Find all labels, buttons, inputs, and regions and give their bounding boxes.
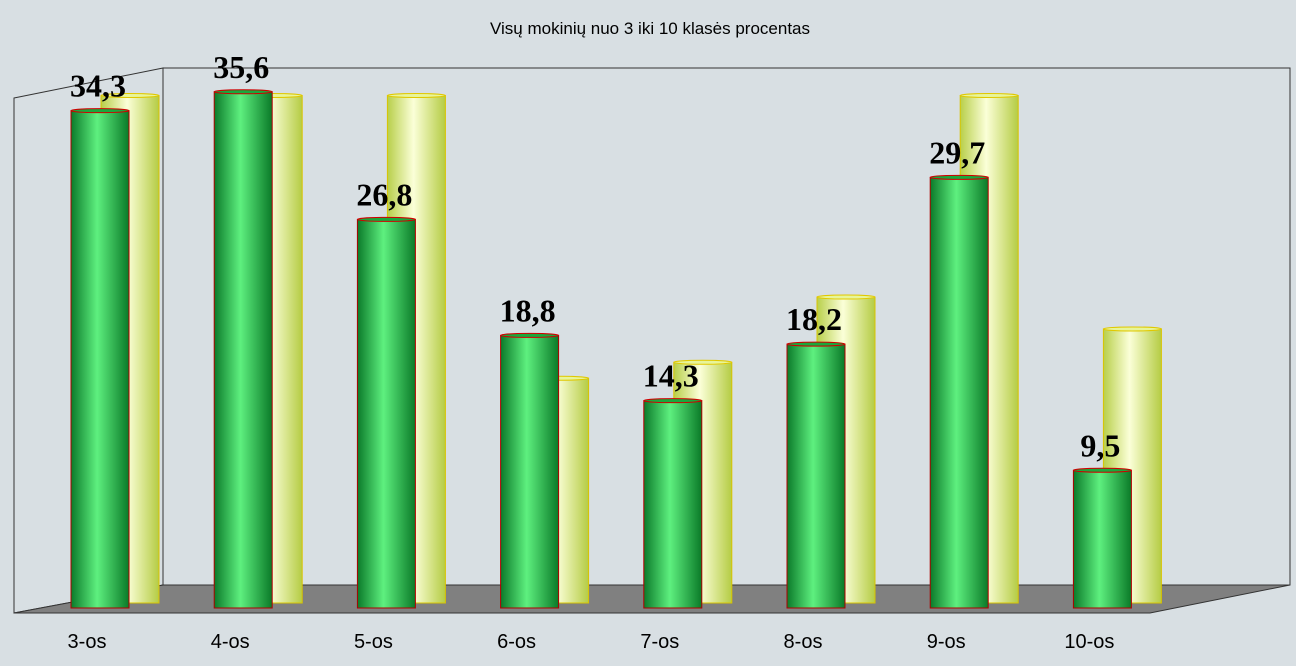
bar-cap bbox=[959, 93, 1019, 98]
bar-cap bbox=[386, 93, 446, 98]
bar-cap bbox=[500, 332, 560, 338]
bar-cap bbox=[70, 108, 130, 114]
bar-cap bbox=[786, 341, 846, 347]
bar-cap bbox=[100, 93, 160, 98]
x-tick-label: 6-os bbox=[497, 631, 536, 653]
bar bbox=[70, 110, 130, 609]
bars bbox=[70, 89, 1162, 609]
value-label: 29,7 bbox=[929, 134, 985, 170]
bar bbox=[213, 91, 273, 609]
value-label: 9,5 bbox=[1080, 427, 1120, 463]
x-tick-label: 3-os bbox=[68, 631, 107, 653]
x-tick-label: 9-os bbox=[927, 631, 966, 653]
bar bbox=[1072, 469, 1132, 609]
bar-cap bbox=[643, 398, 703, 404]
bar bbox=[643, 400, 703, 609]
bar-cap bbox=[213, 89, 273, 95]
bar-cap bbox=[673, 359, 733, 365]
x-tick-label: 7-os bbox=[640, 631, 679, 653]
bar bbox=[929, 176, 989, 609]
x-tick-label: 4-os bbox=[211, 631, 250, 653]
bar bbox=[356, 218, 416, 609]
value-label: 14,3 bbox=[643, 358, 699, 394]
bar-cap bbox=[816, 294, 876, 300]
bar bbox=[786, 343, 846, 609]
bar bbox=[500, 334, 560, 609]
value-label: 18,8 bbox=[500, 292, 556, 328]
value-label: 35,6 bbox=[213, 49, 269, 85]
bar-cap bbox=[1072, 467, 1132, 473]
value-label: 34,3 bbox=[70, 68, 126, 104]
x-tick-label: 10-os bbox=[1064, 631, 1114, 653]
x-tick-label: 8-os bbox=[784, 631, 823, 653]
bar-cap bbox=[356, 216, 416, 222]
value-label: 26,8 bbox=[356, 176, 412, 212]
value-label: 18,2 bbox=[786, 301, 842, 337]
bar-cap bbox=[1102, 326, 1162, 332]
chart-title: Visų mokinių nuo 3 iki 10 klasės procent… bbox=[490, 19, 810, 38]
x-tick-label: 5-os bbox=[354, 631, 393, 653]
bar-cap bbox=[929, 174, 989, 180]
